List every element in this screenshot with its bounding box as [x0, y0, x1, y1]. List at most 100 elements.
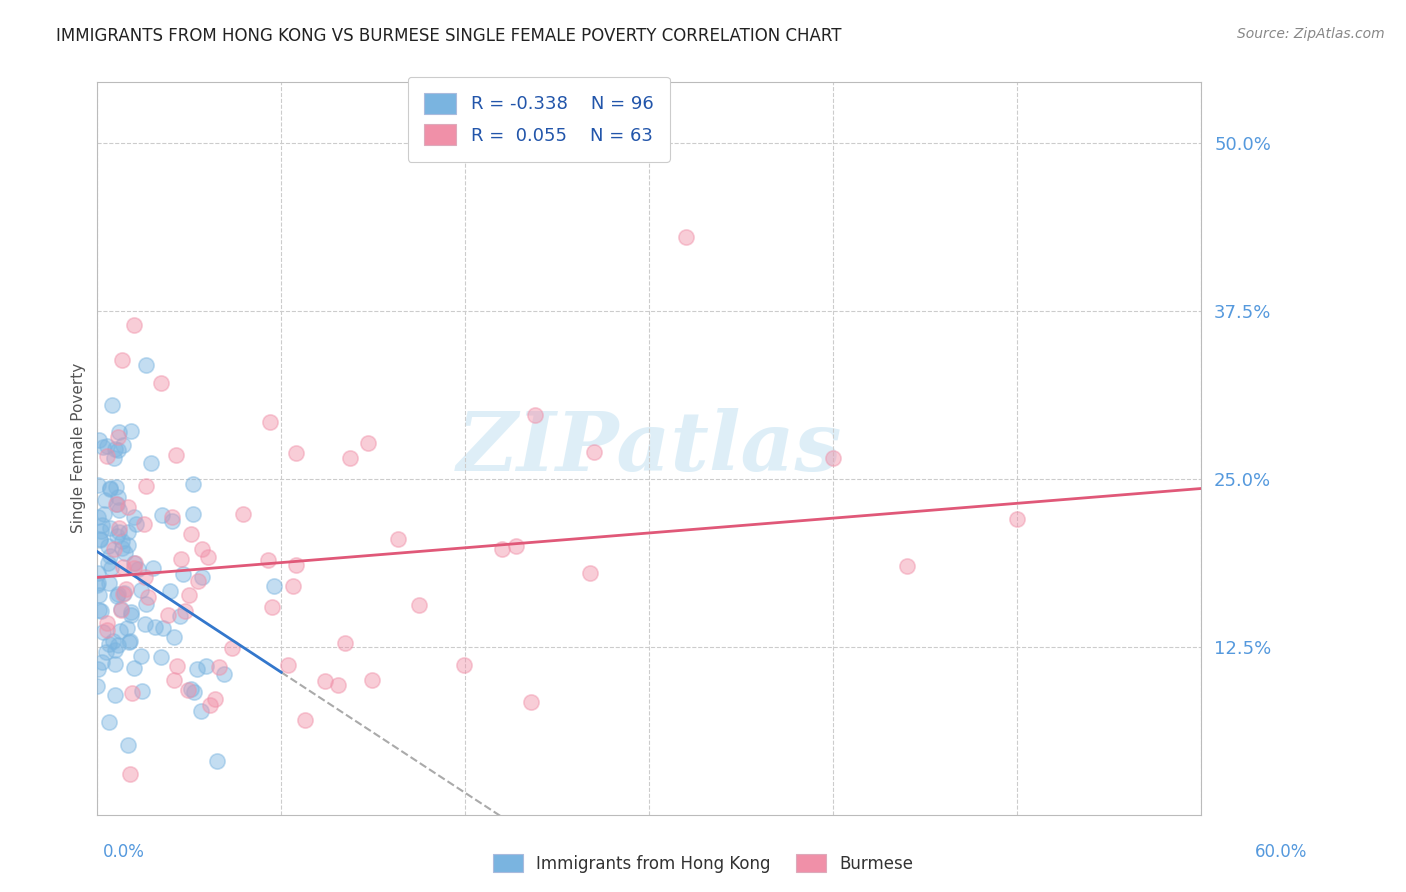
- Point: [93, 507, 115, 521]
- Point: [108, 425, 131, 439]
- Point: [104, 480, 127, 494]
- Point: [262, 600, 284, 615]
- Point: [89, 533, 111, 547]
- Point: [104, 688, 127, 702]
- Point: [111, 438, 134, 452]
- Point: [87, 566, 110, 580]
- Point: [91, 625, 114, 640]
- Point: [120, 424, 142, 438]
- Point: [205, 754, 228, 768]
- Point: [505, 539, 527, 553]
- Point: [259, 416, 281, 430]
- Point: [101, 633, 124, 648]
- Point: [120, 608, 142, 623]
- Point: [339, 450, 361, 465]
- Point: [281, 578, 304, 592]
- Point: [183, 684, 205, 698]
- Point: [94, 492, 117, 507]
- Point: [118, 635, 141, 649]
- Point: [387, 533, 409, 547]
- Point: [314, 674, 336, 689]
- Point: [96, 623, 118, 637]
- Point: [453, 658, 475, 673]
- Point: [89, 588, 111, 602]
- Point: [107, 442, 129, 457]
- Point: [97, 539, 120, 553]
- Point: [524, 408, 547, 422]
- Point: [90, 604, 112, 618]
- Point: [232, 508, 254, 522]
- Point: [120, 605, 142, 619]
- Point: [263, 579, 285, 593]
- Point: [86, 679, 108, 693]
- Point: [98, 481, 121, 495]
- Point: [117, 524, 139, 539]
- Point: [89, 532, 111, 546]
- Point: [86, 578, 108, 592]
- Point: [1005, 512, 1028, 526]
- Point: [94, 645, 117, 659]
- Point: [97, 637, 120, 651]
- Point: [582, 444, 605, 458]
- Point: [96, 439, 118, 453]
- Point: [129, 649, 152, 664]
- Point: [107, 638, 129, 652]
- Point: [98, 521, 121, 535]
- Point: [208, 660, 231, 674]
- Point: [105, 589, 128, 603]
- Point: [96, 449, 118, 463]
- Point: [114, 582, 136, 597]
- Point: [112, 587, 135, 601]
- Point: [135, 358, 157, 372]
- Point: [163, 630, 186, 644]
- Point: [117, 539, 139, 553]
- Point: [125, 516, 148, 531]
- Point: [108, 624, 131, 639]
- Point: [104, 657, 127, 672]
- Point: [87, 662, 110, 676]
- Point: [111, 534, 134, 549]
- Point: [104, 442, 127, 456]
- Point: [87, 576, 110, 591]
- Text: IMMIGRANTS FROM HONG KONG VS BURMESE SINGLE FEMALE POVERTY CORRELATION CHART: IMMIGRANTS FROM HONG KONG VS BURMESE SIN…: [56, 27, 842, 45]
- Point: [91, 440, 114, 454]
- Point: [149, 650, 172, 665]
- Point: [212, 666, 235, 681]
- Point: [98, 482, 121, 496]
- Point: [408, 599, 430, 613]
- Point: [121, 686, 143, 700]
- Point: [103, 542, 125, 557]
- Point: [104, 642, 127, 657]
- Point: [675, 229, 697, 244]
- Point: [160, 514, 183, 528]
- Point: [180, 682, 202, 697]
- Point: [90, 524, 112, 538]
- Point: [335, 636, 357, 650]
- Point: [91, 518, 114, 533]
- Point: [361, 673, 384, 687]
- Text: 60.0%: 60.0%: [1256, 843, 1308, 861]
- Point: [176, 683, 198, 698]
- Point: [285, 445, 308, 459]
- Point: [173, 604, 195, 618]
- Point: [172, 566, 194, 581]
- Point: [180, 527, 202, 541]
- Point: [100, 561, 122, 575]
- Point: [132, 516, 155, 531]
- Point: [181, 507, 204, 521]
- Legend: R = -0.338    N = 96, R =  0.055    N = 63: R = -0.338 N = 96, R = 0.055 N = 63: [408, 77, 669, 161]
- Point: [150, 508, 173, 522]
- Point: [169, 609, 191, 624]
- Point: [520, 695, 543, 709]
- Point: [136, 591, 159, 605]
- Point: [131, 684, 153, 698]
- Point: [100, 549, 122, 563]
- Point: [165, 448, 187, 462]
- Point: [87, 603, 110, 617]
- Point: [108, 524, 131, 539]
- Point: [96, 615, 118, 630]
- Point: [124, 556, 146, 570]
- Point: [579, 566, 602, 581]
- Point: [117, 500, 139, 514]
- Point: [118, 634, 141, 648]
